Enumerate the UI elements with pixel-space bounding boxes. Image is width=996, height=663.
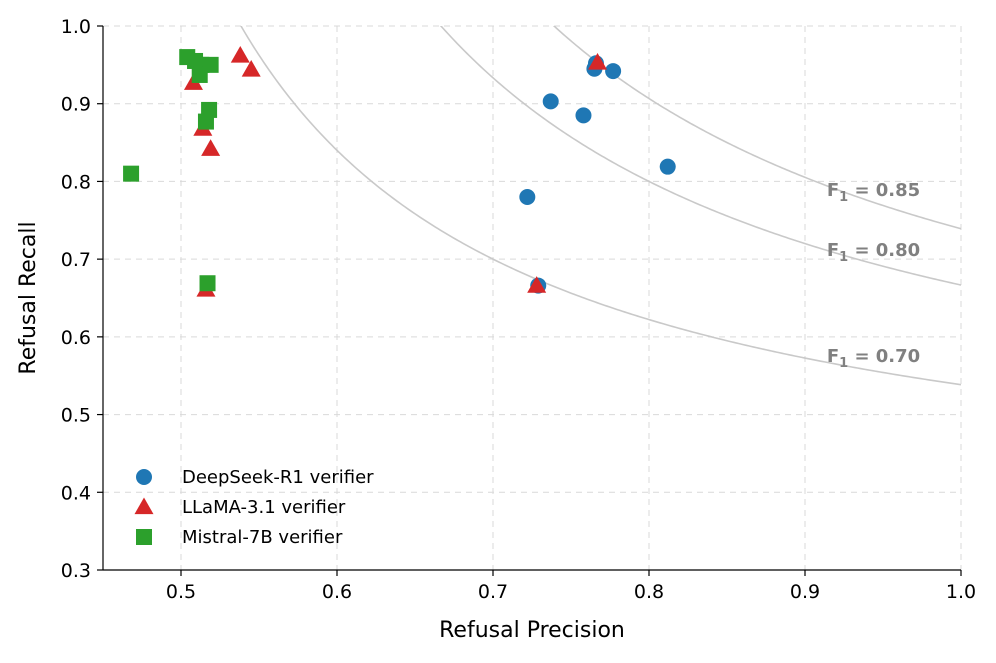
y-tick-label: 0.5: [61, 405, 91, 427]
y-tick-label: 0.7: [61, 249, 91, 271]
x-tick-label: 0.6: [322, 581, 352, 603]
iso-f1-label-sub: 1: [839, 356, 848, 371]
y-tick-label: 0.9: [61, 94, 91, 116]
llama-3-1-point: [241, 60, 261, 77]
llama-3-1-point: [588, 53, 608, 70]
y-tick-label: 0.3: [61, 560, 91, 582]
axes-layer: [102, 26, 961, 571]
iso-f1-label-value: = 0.85: [848, 180, 920, 201]
iso-f1-label-main: F: [827, 240, 839, 261]
legend-deepseek-r1: DeepSeek-R1 verifier: [136, 467, 374, 488]
iso-f1-label: F1 = 0.85: [827, 180, 920, 205]
y-tick-label: 0.8: [61, 171, 91, 193]
llama-3-1-point: [201, 139, 221, 156]
y-tick-label: 0.4: [61, 482, 91, 504]
deepseek-r1-point: [575, 107, 592, 124]
legend-llama-3-1: LLaMA-3.1 verifier: [134, 497, 346, 518]
iso-f1-label: F1 = 0.80: [827, 240, 920, 265]
iso-f1-label-sub: 1: [839, 190, 848, 205]
deepseek-r1-point: [659, 158, 676, 175]
legend-marker: [136, 469, 152, 485]
deepseek-r1-point: [542, 93, 559, 110]
x-axis-label: Refusal Precision: [439, 618, 625, 643]
iso-f1-layer: [240, 26, 961, 386]
ticks-layer: 0.5 0.6 0.7 0.8 0.9 1.0 0.3 0.4 0.5 0.6 0.7 0.8 0.9 1…: [61, 16, 976, 603]
points-layer: [123, 46, 676, 297]
x-tick-label: 0.5: [166, 581, 196, 603]
iso-f1-label-main: F: [827, 180, 839, 201]
x-tick-label: 0.9: [790, 581, 820, 603]
mistral-7b-point: [199, 275, 216, 292]
mistral-7b-point: [123, 165, 140, 182]
llama-3-1-point: [230, 46, 250, 63]
legend-mistral-7b: Mistral-7B verifier: [136, 527, 343, 548]
iso-f1-label: F1 = 0.70: [827, 346, 920, 371]
iso-f1-curve: [439, 26, 961, 286]
y-tick-label: 1.0: [61, 16, 91, 38]
y-tick-label: 0.6: [61, 327, 91, 349]
x-tick-label: 0.8: [634, 581, 664, 603]
legend-label: LLaMA-3.1 verifier: [182, 497, 346, 518]
iso-f1-curve: [552, 26, 961, 230]
legend-label: Mistral-7B verifier: [182, 527, 343, 548]
legend-marker: [136, 529, 152, 545]
deepseek-r1-point: [519, 188, 536, 205]
iso-f1-label-sub: 1: [839, 250, 848, 265]
mistral-7b-point: [197, 113, 214, 130]
legend-marker: [134, 497, 154, 515]
y-axis-label: Refusal Recall: [16, 221, 41, 374]
x-tick-label: 0.7: [478, 581, 508, 603]
x-tick-label: 1.0: [946, 581, 976, 603]
iso-f1-label-value: = 0.80: [848, 240, 920, 261]
deepseek-r1-point: [605, 63, 622, 80]
legend-label: DeepSeek-R1 verifier: [182, 467, 374, 488]
iso-f1-label-main: F: [827, 346, 839, 367]
iso-f1-label-value: = 0.70: [848, 346, 920, 367]
mistral-7b-point: [191, 66, 208, 83]
llama-3-1-point: [527, 276, 547, 293]
legend: DeepSeek-R1 verifier LLaMA-3.1 verifier Mi…: [134, 467, 374, 548]
grid-layer: [103, 25, 962, 571]
iso-f1-curve: [240, 26, 961, 386]
